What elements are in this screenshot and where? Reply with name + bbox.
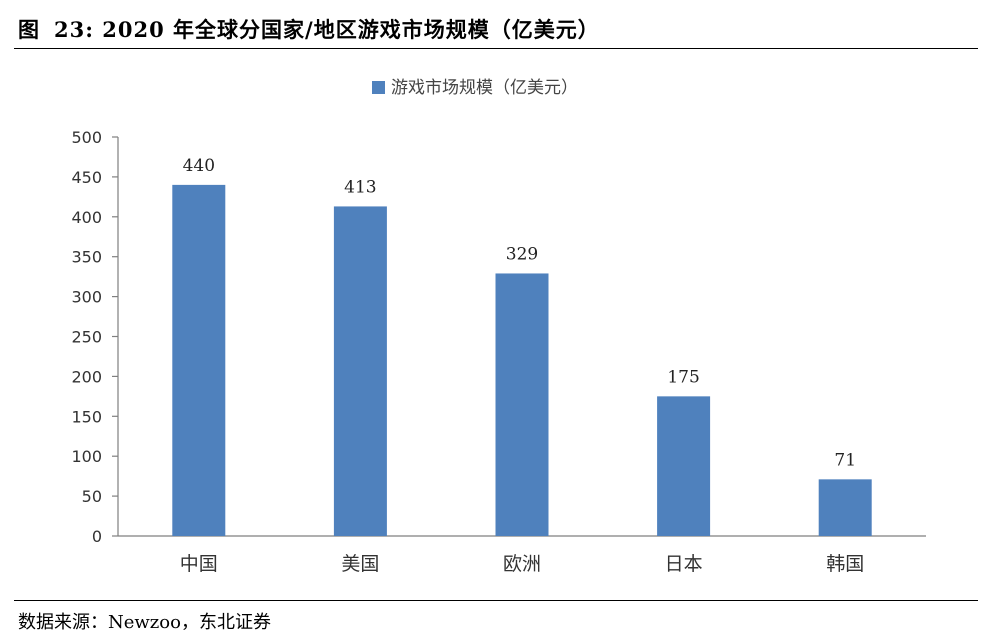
y-tick-label: 50 xyxy=(82,487,102,506)
x-category-label: 日本 xyxy=(665,553,703,575)
x-category-label: 美国 xyxy=(341,553,379,575)
bar xyxy=(172,184,226,536)
figure-number: 23: xyxy=(54,17,94,42)
y-tick-label: 200 xyxy=(71,367,102,386)
data-label: 413 xyxy=(344,177,376,197)
y-tick-label: 450 xyxy=(71,168,102,187)
y-tick-label: 100 xyxy=(71,447,102,466)
x-category-label: 欧洲 xyxy=(503,553,541,575)
figure-title: 图 23: 2020 年全球分国家/地区游戏市场规模（亿美元） xyxy=(18,14,600,44)
y-tick-label: 0 xyxy=(92,527,102,546)
bar xyxy=(333,206,387,536)
data-label: 440 xyxy=(183,156,215,176)
x-category-label: 韩国 xyxy=(826,553,864,575)
y-tick-label: 500 xyxy=(71,128,102,147)
data-label: 175 xyxy=(667,367,699,387)
y-tick-label: 250 xyxy=(71,328,102,347)
title-rule xyxy=(14,48,978,49)
bar-chart: 游戏市场规模（亿美元） 0 50 100 150 200 250 300 350 400 450 50… xyxy=(71,78,926,575)
legend-label: 游戏市场规模（亿美元） xyxy=(391,78,578,98)
bar xyxy=(495,273,549,536)
y-tick-label: 400 xyxy=(71,208,102,227)
source-rule xyxy=(14,600,978,601)
legend-swatch xyxy=(372,81,385,94)
data-label: 329 xyxy=(506,244,538,264)
bar xyxy=(818,479,872,536)
y-tick-label: 300 xyxy=(71,288,102,307)
figure-label: 图 xyxy=(18,17,40,42)
data-label: 71 xyxy=(834,450,856,470)
x-category-label: 中国 xyxy=(180,553,218,575)
y-tick-label: 150 xyxy=(71,407,102,426)
y-tick-label: 350 xyxy=(71,248,102,267)
figure-title-text: 2020 年全球分国家/地区游戏市场规模（亿美元） xyxy=(102,17,600,42)
source-note: 数据来源：Newzoo，东北证券 xyxy=(18,612,271,633)
bar xyxy=(657,396,711,536)
